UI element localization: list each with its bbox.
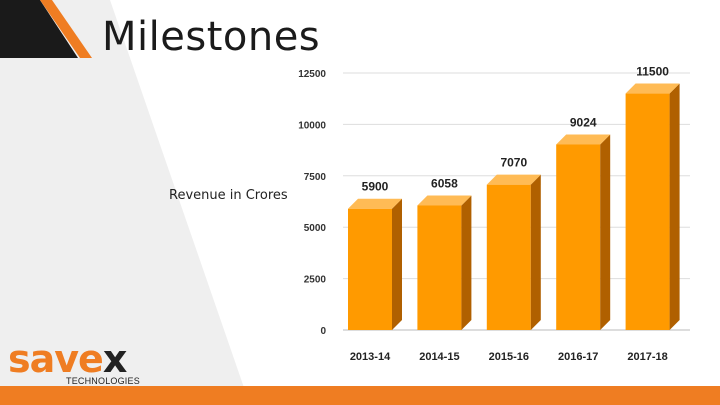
category-label: 2015-16 bbox=[489, 351, 529, 363]
bar bbox=[417, 195, 472, 330]
page-title: Milestones bbox=[102, 14, 321, 60]
bar bbox=[486, 174, 541, 330]
logo-subtitle: TECHNOLOGIES bbox=[66, 376, 140, 386]
bar-top bbox=[486, 174, 541, 185]
bar-front bbox=[417, 205, 462, 330]
bar bbox=[625, 83, 680, 330]
data-label: 6058 bbox=[431, 176, 458, 190]
y-axis-label: Revenue in Crores bbox=[169, 188, 288, 203]
data-label: 11500 bbox=[636, 65, 669, 79]
orange-corner-stripe bbox=[40, 0, 92, 58]
y-tick-label: 5000 bbox=[304, 223, 327, 234]
bar-front bbox=[625, 93, 670, 330]
category-labels: 2013-14 2014-15 2015-16 2016-17 2017-18 bbox=[350, 351, 668, 363]
dark-corner bbox=[0, 0, 78, 58]
bars bbox=[348, 83, 680, 330]
bar bbox=[556, 134, 611, 330]
bar-side bbox=[530, 174, 541, 330]
bar-side bbox=[461, 195, 472, 330]
bottom-orange-band bbox=[0, 386, 720, 405]
logo-word-x: x bbox=[102, 337, 127, 381]
bar-top bbox=[556, 134, 611, 145]
y-tick-label: 12500 bbox=[298, 69, 326, 80]
bar-side bbox=[392, 198, 402, 330]
bar-top bbox=[348, 198, 402, 209]
company-logo: savex TECHNOLOGIES bbox=[8, 337, 140, 388]
bar-top bbox=[417, 195, 472, 206]
bar-side bbox=[600, 134, 611, 330]
y-tick-label: 7500 bbox=[304, 172, 327, 183]
y-tick-label: 10000 bbox=[298, 120, 326, 131]
data-label: 7070 bbox=[500, 156, 527, 170]
data-label: 5900 bbox=[362, 180, 389, 194]
bar-front bbox=[486, 184, 531, 330]
y-tick-label: 0 bbox=[320, 326, 326, 337]
data-labels: 5900 6058 7070 9024 11500 bbox=[362, 65, 670, 194]
data-label: 9024 bbox=[570, 115, 597, 129]
category-label: 2016-17 bbox=[558, 351, 598, 363]
bar-top bbox=[625, 83, 680, 94]
category-label: 2014-15 bbox=[419, 351, 459, 363]
bar-front bbox=[556, 144, 601, 330]
y-tick-labels: 0 2500 5000 7500 10000 12500 bbox=[298, 69, 326, 337]
y-tick-label: 2500 bbox=[304, 275, 327, 286]
bar-front bbox=[348, 208, 392, 330]
gray-panel bbox=[0, 0, 250, 405]
logo-word-main: save bbox=[8, 337, 104, 381]
logo-wordmark: savex bbox=[8, 337, 127, 381]
bar-side bbox=[669, 83, 680, 330]
bar bbox=[348, 198, 402, 330]
category-label: 2013-14 bbox=[350, 351, 391, 363]
category-label: 2017-18 bbox=[627, 351, 667, 363]
